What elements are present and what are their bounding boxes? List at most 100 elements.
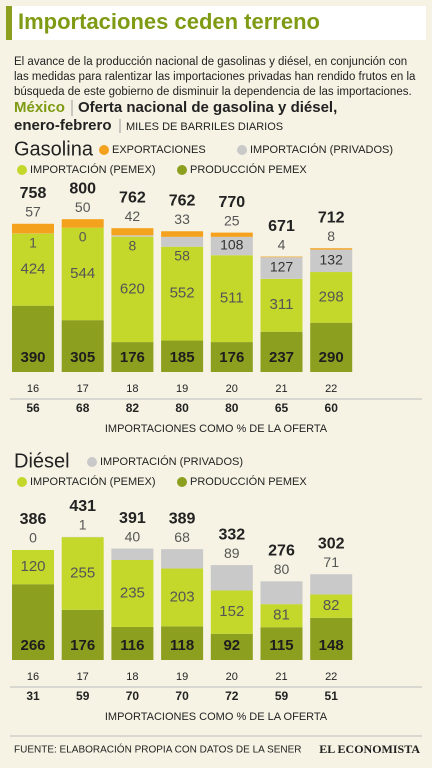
total-label: 770 [218,194,245,211]
import-share: 82 [126,401,140,415]
segment-label: 33 [174,211,190,227]
segment-label: 544 [70,265,95,282]
title-accent [6,6,12,40]
category-label: 18 [126,671,138,683]
bar-segment [210,342,253,372]
bar-segment [111,626,154,660]
segment-label: 40 [125,528,141,544]
import-share: 59 [76,689,90,703]
bar-segment [210,565,253,591]
bar-segment [61,537,104,610]
total-label: 389 [169,510,196,527]
category-label: 16 [27,383,39,395]
legend-label: EXPORTACIONES [112,144,206,156]
period: enero-febrero [14,117,112,134]
bar-segment [61,609,104,660]
legend-swatch [87,457,97,467]
bar-segment [161,626,204,660]
segment-label: 58 [174,247,190,263]
bar-segment [310,594,353,618]
legend-swatch [177,165,187,175]
bar-segment [111,342,154,372]
legend-swatch [237,145,247,155]
import-share: 31 [26,689,40,703]
bar-segment [310,322,353,372]
bar-segment [161,568,204,627]
legend-swatch [99,145,109,155]
segment-label: 0 [29,530,37,546]
segment-label: 81 [273,607,290,624]
category-label: 20 [226,671,238,683]
legend-swatch [17,165,27,175]
bar-segment [310,249,353,273]
bar-segment [210,590,253,634]
bar-segment [161,549,204,569]
intro-line: búsqueda de este gobierno de disminuir l… [14,86,412,98]
category-label: 19 [176,383,188,395]
bar-segment [210,633,253,660]
import-share: 60 [325,401,339,415]
bar-segment [111,235,154,237]
segment-label: 1 [29,234,37,250]
segment-label: 8 [327,228,335,244]
total-label: 386 [20,511,47,528]
category-label: 19 [176,671,188,683]
segment-label: 71 [323,554,339,570]
category-label: 21 [275,383,287,395]
segment-label: 89 [224,545,240,561]
segment-label: 620 [120,280,145,297]
segment-label: 68 [174,529,190,545]
category-label: 16 [27,671,39,683]
total-label: 391 [119,510,146,527]
bar-segment [12,305,54,372]
segment-label: 311 [270,296,294,313]
subtitle: Oferta nacional de gasolina y diésel, [78,99,337,116]
total-label: 332 [218,526,245,543]
country: México [14,99,65,116]
bar-segment [12,584,54,660]
segment-label: 80 [274,561,290,577]
bar-segment [111,236,154,343]
segment-label: 176 [70,637,95,654]
bar-segment [111,559,154,627]
bar-segment [161,231,204,237]
segment-label: 115 [269,637,293,654]
bar-segment [260,581,303,605]
bar-segment [161,246,204,341]
bar-segment [310,617,353,660]
segment-label: 127 [270,259,294,275]
segment-label: 92 [223,637,240,654]
category-label: 17 [77,671,89,683]
bar-segment [210,236,253,256]
segment-label: 4 [278,236,286,252]
category-label: 17 [77,383,89,395]
segment-label: 152 [219,603,244,620]
source: FUENTE: ELABORACIÓN PROPIA CON DATOS DE … [14,743,301,756]
segment-label: 82 [323,597,340,614]
category-label: 22 [325,383,337,395]
import-share: 80 [225,401,239,415]
segment-label: 235 [120,584,145,601]
legend-label: IMPORTACIÓN (PRIVADOS) [250,143,393,156]
bar-segment [111,548,154,560]
segment-label: 298 [319,288,344,305]
total-label: 800 [69,180,96,197]
import-share: 80 [175,401,189,415]
segment-label: 50 [75,199,91,215]
bar-segment [61,219,104,228]
total-label: 671 [268,218,295,235]
bar-segment [260,604,303,628]
import-share: 70 [126,689,140,703]
bar-segment [260,256,303,258]
units: MILES DE BARRILES DIARIOS [126,121,283,133]
total-label: 276 [268,543,295,560]
segment-label: 108 [220,237,244,253]
segment-label: 148 [319,637,344,654]
import-share: 72 [225,689,239,703]
chart-title: Gasolina [14,138,94,160]
legend-label: IMPORTACIÓN (PEMEX) [30,475,156,488]
bar-segment [210,232,253,237]
total-label: 762 [169,192,196,209]
bar-segment [210,255,253,343]
bar-segment [310,248,353,250]
